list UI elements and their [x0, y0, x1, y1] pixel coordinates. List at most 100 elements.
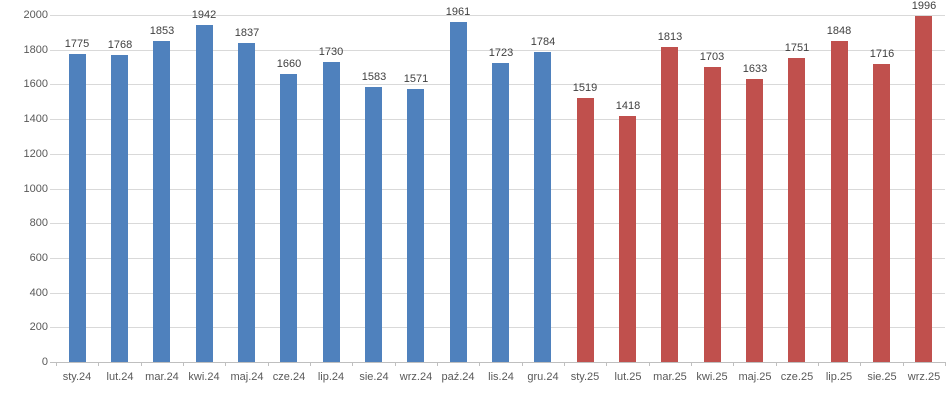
bar-value-label: 1519: [572, 82, 598, 94]
bar: [365, 87, 382, 362]
y-axis-tick-label: 1000: [23, 182, 48, 195]
bar-value-label: 1730: [318, 46, 344, 58]
x-axis-label: mar.24: [145, 371, 179, 383]
bar-value-label: 1751: [784, 42, 810, 54]
x-axis-label: maj.24: [230, 371, 264, 383]
bar: [111, 55, 128, 362]
bar-value-label: 1716: [869, 48, 895, 60]
bar-value-label: 1571: [403, 73, 429, 85]
x-axis-line: [56, 362, 945, 363]
bar: [831, 41, 848, 362]
bar-value-label: 1837: [234, 27, 260, 39]
bar-value-label: 1848: [826, 25, 852, 37]
y-axis-tick: [50, 223, 56, 225]
bar: [577, 98, 594, 362]
y-axis-tick: [50, 257, 56, 259]
y-axis-tick: [50, 49, 56, 51]
bar-value-label: 1942: [191, 9, 217, 21]
bar-value-label: 1784: [530, 36, 556, 48]
x-axis-label: sty.24: [62, 371, 92, 383]
x-axis-tick: [691, 362, 692, 366]
x-axis-label: wrz.24: [399, 371, 433, 383]
bar: [153, 41, 170, 362]
x-axis-label: sie.25: [867, 371, 897, 383]
y-axis-tick-label: 800: [29, 217, 48, 230]
x-axis-label: lis.24: [488, 371, 514, 383]
x-axis-tick: [775, 362, 777, 366]
y-axis-tick-label: 1400: [23, 113, 48, 126]
x-axis-tick: [606, 362, 608, 366]
x-axis-tick: [183, 362, 184, 366]
x-axis-label: sie.24: [359, 371, 389, 383]
y-axis-tick: [50, 84, 56, 86]
x-axis-tick: [98, 362, 100, 366]
x-axis-tick: [56, 362, 57, 366]
x-axis-tick: [521, 362, 523, 366]
x-axis-tick: [860, 362, 862, 366]
x-axis-label: mar.25: [653, 371, 687, 383]
x-axis-label: lut.24: [106, 371, 134, 383]
x-axis-label: kwi.24: [188, 371, 220, 383]
x-axis-label: paź.24: [441, 371, 475, 383]
y-axis-tick: [50, 292, 56, 294]
x-axis-tick: [140, 362, 142, 366]
y-axis-tick: [50, 362, 56, 363]
x-axis-label: lut.25: [614, 371, 642, 383]
bar: [661, 47, 678, 362]
bar-value-label: 1853: [149, 25, 175, 37]
bar-value-label: 1775: [64, 38, 90, 50]
x-axis-tick: [945, 362, 946, 366]
bar: [69, 54, 86, 362]
bar: [323, 62, 340, 362]
bar: [280, 74, 297, 362]
x-axis-tick: [733, 362, 735, 366]
x-axis-label: cze.25: [780, 371, 814, 383]
bar-value-label: 1813: [657, 31, 683, 43]
x-axis-tick: [648, 362, 650, 366]
bar-value-label: 1996: [911, 0, 937, 12]
x-axis-tick: [225, 362, 227, 366]
x-axis-tick: [818, 362, 819, 366]
y-axis-tick-label: 400: [29, 286, 48, 299]
y-axis-tick: [50, 153, 56, 155]
bar-value-label: 1660: [276, 58, 302, 70]
y-axis-tick-label: 1800: [23, 43, 48, 56]
y-axis-tick-label: 1200: [23, 147, 48, 160]
x-axis-label: cze.24: [272, 371, 306, 383]
bar: [196, 25, 213, 362]
y-axis-tick: [50, 188, 56, 190]
y-axis-tick: [50, 15, 56, 16]
bar-value-label: 1961: [445, 6, 471, 18]
bar-value-label: 1768: [107, 39, 133, 51]
x-axis-label: lip.25: [825, 371, 853, 383]
y-axis-tick: [50, 119, 56, 121]
y-axis-tick-label: 200: [29, 321, 48, 334]
x-axis-tick: [437, 362, 438, 366]
bar-value-label: 1723: [488, 47, 514, 59]
x-axis-tick: [394, 362, 396, 366]
y-axis-tick-label: 0: [41, 356, 48, 368]
x-axis-label: lip.24: [317, 371, 345, 383]
x-axis-label: kwi.25: [696, 371, 728, 383]
bar-value-label: 1583: [361, 71, 387, 83]
gridline: [56, 15, 945, 16]
bar: [450, 22, 467, 362]
bar-value-label: 1703: [699, 51, 725, 63]
bar: [788, 58, 805, 362]
bar: [746, 79, 763, 362]
bar: [238, 43, 255, 362]
x-axis-tick: [902, 362, 904, 366]
bar: [704, 67, 721, 362]
x-axis-tick: [267, 362, 269, 366]
x-axis-tick: [310, 362, 311, 366]
bar-value-label: 1633: [742, 63, 768, 75]
x-axis-tick: [352, 362, 354, 366]
y-axis-tick-label: 1600: [23, 78, 48, 91]
gridline: [56, 49, 945, 51]
bar-value-label: 1418: [615, 100, 641, 112]
bar: [407, 89, 424, 362]
x-axis-tick: [479, 362, 481, 366]
bar: [915, 16, 932, 362]
bar: [492, 63, 509, 362]
